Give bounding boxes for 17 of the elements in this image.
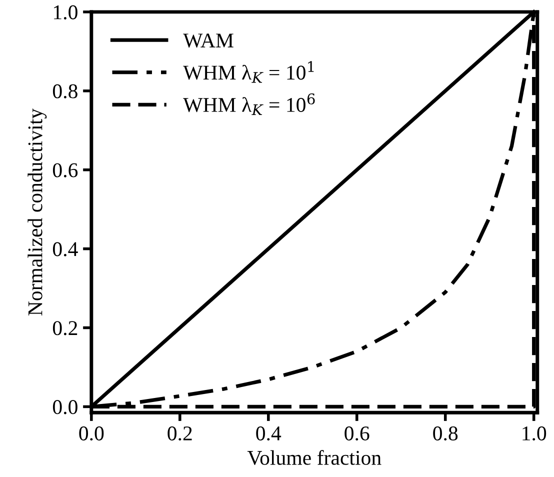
- y-tick-label: 1.0: [54, 5, 78, 20]
- x-tick-label: 1.0: [522, 426, 546, 441]
- legend-label: WHM λ$_{K}$ = 10$^{1}$: [183, 61, 314, 83]
- legend-label: WHM λ$_{K}$ = 10$^{6}$: [183, 93, 315, 116]
- legend-label: WAM: [183, 34, 234, 48]
- x-tick-label: 0.0: [79, 426, 104, 441]
- y-axis-title: Normalized conductivity: [28, 108, 47, 316]
- y-tick-label: 0.6: [52, 163, 78, 178]
- y-tick-label: 0.2: [52, 321, 78, 336]
- y-tick-label: 0.4: [52, 242, 78, 256]
- x-axis-title: Volume fraction: [247, 450, 382, 466]
- x-tick-label: 0.2: [168, 426, 192, 441]
- x-tick-label: 0.8: [433, 426, 458, 441]
- y-tick-label: 0.8: [52, 84, 78, 98]
- x-tick-label: 0.4: [256, 426, 282, 441]
- x-tick-label: 0.6: [344, 426, 370, 441]
- y-tick-label: 0.0: [52, 400, 78, 414]
